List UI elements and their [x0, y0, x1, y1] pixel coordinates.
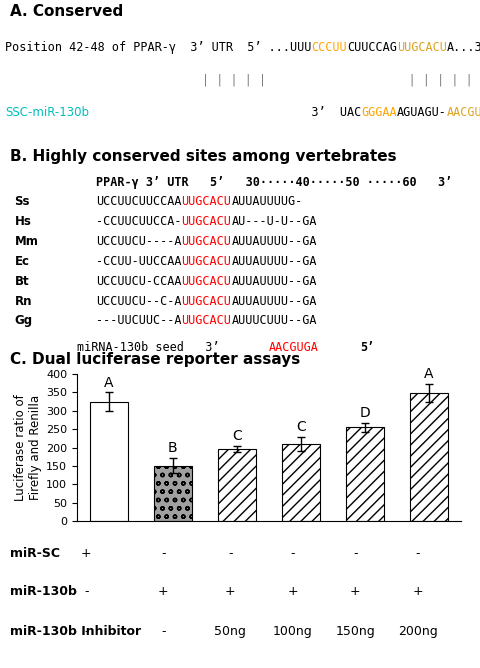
Text: 150ng: 150ng — [336, 625, 375, 638]
Text: UUGCACU: UUGCACU — [396, 41, 446, 54]
Bar — [90, 401, 128, 521]
Text: UUGCACU: UUGCACU — [181, 275, 231, 288]
Text: AUUAUUUU--GA: AUUAUUUU--GA — [231, 295, 317, 308]
Text: C. Dual luciferase reporter assays: C. Dual luciferase reporter assays — [10, 353, 300, 367]
Text: 200ng: 200ng — [398, 625, 437, 638]
Text: | | | | |                    | | | | | | |: | | | | | | | | | | | | — [202, 73, 480, 86]
Text: UCCUUCU--C-A: UCCUUCU--C-A — [96, 295, 181, 308]
Text: ---UUCUUC--A: ---UUCUUC--A — [96, 315, 181, 327]
Text: A: A — [104, 375, 114, 389]
Text: AU---U-U--GA: AU---U-U--GA — [231, 215, 317, 228]
Text: miRNA-130b seed   3’: miRNA-130b seed 3’ — [77, 341, 219, 354]
Text: Hs: Hs — [14, 215, 31, 228]
Text: miR-130b: miR-130b — [10, 585, 76, 598]
Text: -CCUU-UUCCAA: -CCUU-UUCCAA — [96, 255, 181, 268]
Text: miR-130b Inhibitor: miR-130b Inhibitor — [10, 625, 141, 638]
Text: AUUAUUUUG-: AUUAUUUUG- — [231, 196, 302, 208]
Text: Gg: Gg — [14, 315, 33, 327]
Text: C: C — [296, 420, 306, 434]
Text: UUGCACU: UUGCACU — [181, 295, 231, 308]
Text: Position 42-48 of PPAR-γ  3’ UTR  5’ ...UUU: Position 42-48 of PPAR-γ 3’ UTR 5’ ...UU… — [5, 41, 311, 54]
Text: -CCUUCUUCCA-: -CCUUCUUCCA- — [96, 215, 181, 228]
Text: AGUAGU-: AGUAGU- — [396, 106, 446, 119]
Text: -: - — [161, 625, 166, 638]
Text: C: C — [232, 429, 241, 443]
Text: A. Conserved: A. Conserved — [10, 5, 123, 19]
Text: AUUUCUUU--GA: AUUUCUUU--GA — [231, 315, 317, 327]
Text: AACGUGA: AACGUGA — [446, 106, 480, 119]
Bar — [217, 449, 256, 521]
Text: UCCUUCUUCCAA: UCCUUCUUCCAA — [96, 196, 181, 208]
Text: Ec: Ec — [14, 255, 29, 268]
Text: Ss: Ss — [14, 196, 30, 208]
Text: 3’  UAC: 3’ UAC — [5, 106, 361, 119]
Text: -: - — [290, 547, 295, 560]
Bar — [282, 444, 320, 521]
Text: +: + — [288, 585, 298, 598]
Text: 100ng: 100ng — [273, 625, 312, 638]
Bar — [409, 393, 448, 521]
Text: SSC-miR-130b: SSC-miR-130b — [5, 106, 89, 119]
Text: UUGCACU: UUGCACU — [181, 315, 231, 327]
Text: -: - — [353, 547, 358, 560]
Text: CCCUU: CCCUU — [311, 41, 347, 54]
Text: B. Highly conserved sites among vertebrates: B. Highly conserved sites among vertebra… — [10, 149, 396, 164]
Text: Mm: Mm — [14, 235, 38, 248]
Text: -: - — [228, 547, 233, 560]
Text: PPAR-γ 3’ UTR   5’   30·····40·····50 ·····60   3’: PPAR-γ 3’ UTR 5’ 30·····40·····50 ·····6… — [96, 176, 452, 188]
Text: 50ng: 50ng — [215, 625, 246, 638]
Text: UUGCACU: UUGCACU — [181, 255, 231, 268]
Text: -: - — [415, 547, 420, 560]
Text: B: B — [168, 442, 178, 456]
Text: AUUAUUUU--GA: AUUAUUUU--GA — [231, 275, 317, 288]
Text: Bt: Bt — [14, 275, 29, 288]
Text: -: - — [161, 547, 166, 560]
Bar — [346, 428, 384, 521]
Text: -: - — [84, 585, 89, 598]
Text: +: + — [412, 585, 423, 598]
Text: +: + — [350, 585, 360, 598]
Text: D: D — [360, 406, 370, 420]
Text: AUUAUUUU--GA: AUUAUUUU--GA — [231, 235, 317, 248]
Text: UUGCACU: UUGCACU — [181, 235, 231, 248]
Bar — [154, 466, 192, 521]
Text: UCCUUCU----A: UCCUUCU----A — [96, 235, 181, 248]
Text: UUGCACU: UUGCACU — [181, 196, 231, 208]
Text: UUGCACU: UUGCACU — [181, 215, 231, 228]
Text: A: A — [424, 367, 433, 381]
Text: AUUAUUUU--GA: AUUAUUUU--GA — [231, 255, 317, 268]
Text: -: - — [84, 625, 89, 638]
Text: A...3’: A...3’ — [446, 41, 480, 54]
Text: +: + — [158, 585, 168, 598]
Text: +: + — [225, 585, 236, 598]
Text: Rn: Rn — [14, 295, 32, 308]
Text: miR-SC: miR-SC — [10, 547, 60, 560]
Text: AACGUGA: AACGUGA — [269, 341, 319, 354]
Y-axis label: Luciferase ratio of
Firefly and Renilla: Luciferase ratio of Firefly and Renilla — [14, 394, 42, 501]
Text: UCCUUCU-CCAA: UCCUUCU-CCAA — [96, 275, 181, 288]
Text: 5’: 5’ — [360, 341, 374, 354]
Text: CUUCCAG: CUUCCAG — [347, 41, 396, 54]
Text: +: + — [81, 547, 92, 560]
Text: GGGAA: GGGAA — [361, 106, 396, 119]
